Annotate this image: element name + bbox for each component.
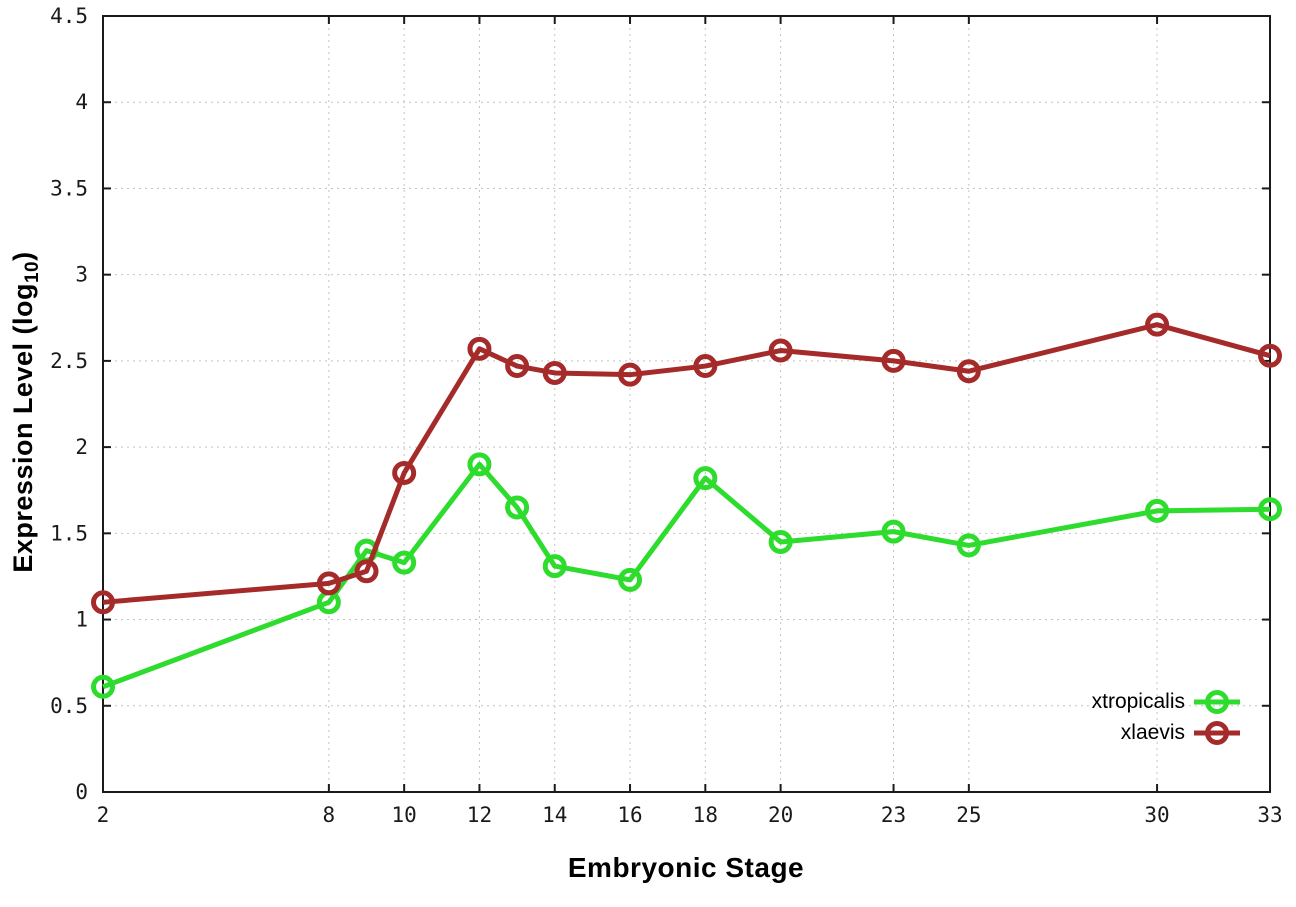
x-tick-label: 10 bbox=[392, 803, 417, 827]
y-tick-label: 0.5 bbox=[50, 694, 88, 718]
y-tick-label: 4 bbox=[75, 90, 88, 114]
data-point-xlaevis bbox=[91, 590, 115, 615]
x-tick-label: 8 bbox=[323, 803, 336, 827]
x-tick-label: 18 bbox=[693, 803, 718, 827]
series-line-xlaevis bbox=[102, 322, 1271, 605]
x-tick-label: 2 bbox=[97, 803, 110, 827]
legend-label: xlaevis bbox=[1120, 721, 1185, 744]
data-point-xtropicalis bbox=[693, 466, 718, 491]
legend: xtropicalis xlaevis bbox=[1092, 688, 1240, 747]
y-tick-label: 0 bbox=[75, 780, 88, 804]
series-line-xtropicalis bbox=[102, 461, 1271, 690]
data-point-xtropicalis bbox=[467, 452, 492, 477]
x-tick-label: 14 bbox=[542, 803, 567, 827]
y-axis-title-subscript: 10 bbox=[22, 260, 44, 284]
data-point-xtropicalis bbox=[1258, 497, 1282, 522]
data-point-xlaevis bbox=[392, 460, 417, 485]
legend-marker-xtropicalis bbox=[1194, 690, 1240, 714]
data-point-xlaevis bbox=[881, 348, 906, 373]
data-point-xtropicalis bbox=[91, 674, 115, 699]
y-tick-label: 1 bbox=[75, 608, 88, 632]
x-tick-label: 25 bbox=[956, 803, 981, 827]
data-point-xlaevis bbox=[618, 362, 643, 387]
data-point-xtropicalis bbox=[618, 567, 643, 592]
data-point-xlaevis bbox=[956, 359, 981, 384]
y-tick-label: 3 bbox=[75, 263, 88, 287]
data-point-xtropicalis bbox=[392, 550, 417, 575]
x-tick-label: 16 bbox=[617, 803, 642, 827]
y-axis-title: Expression Level (log10) bbox=[8, 251, 44, 572]
data-point-xtropicalis bbox=[542, 554, 567, 579]
y-tick-label: 1.5 bbox=[50, 521, 88, 545]
data-point-xtropicalis bbox=[505, 495, 530, 520]
data-point-xlaevis bbox=[1258, 343, 1282, 368]
y-tick-label: 3.5 bbox=[50, 176, 88, 200]
data-point-xtropicalis bbox=[1145, 498, 1170, 523]
x-tick-label: 23 bbox=[881, 803, 906, 827]
data-point-xlaevis bbox=[768, 338, 793, 363]
data-point-xlaevis bbox=[542, 360, 567, 385]
y-axis-title-suffix: ) bbox=[7, 251, 38, 261]
data-point-xlaevis bbox=[354, 559, 379, 584]
y-axis-title-text: Expression Level (log bbox=[7, 283, 38, 573]
data-point-xtropicalis bbox=[768, 529, 793, 554]
data-point-xtropicalis bbox=[881, 519, 906, 544]
legend-item-xlaevis: xlaevis bbox=[1121, 719, 1240, 747]
data-point-xtropicalis bbox=[956, 533, 981, 558]
data-point-xlaevis bbox=[693, 354, 718, 379]
x-tick-label: 33 bbox=[1257, 803, 1282, 827]
data-point-xlaevis bbox=[467, 336, 492, 361]
x-axis-title: Embryonic Stage bbox=[567, 852, 805, 883]
legend-marker-xlaevis bbox=[1194, 721, 1240, 745]
y-tick-label: 2.5 bbox=[50, 349, 88, 373]
x-tick-label: 30 bbox=[1144, 803, 1169, 827]
data-point-xlaevis bbox=[1145, 312, 1170, 337]
y-tick-label: 4.5 bbox=[50, 4, 88, 28]
x-tick-label: 20 bbox=[768, 803, 793, 827]
plot-border bbox=[102, 15, 1271, 793]
legend-item-xtropicalis: xtropicalis bbox=[1092, 688, 1240, 716]
data-point-xlaevis bbox=[505, 354, 530, 379]
legend-label: xtropicalis bbox=[1091, 690, 1185, 713]
data-point-xlaevis bbox=[316, 571, 341, 596]
x-tick-label: 12 bbox=[467, 803, 492, 827]
y-tick-label: 2 bbox=[75, 435, 88, 459]
